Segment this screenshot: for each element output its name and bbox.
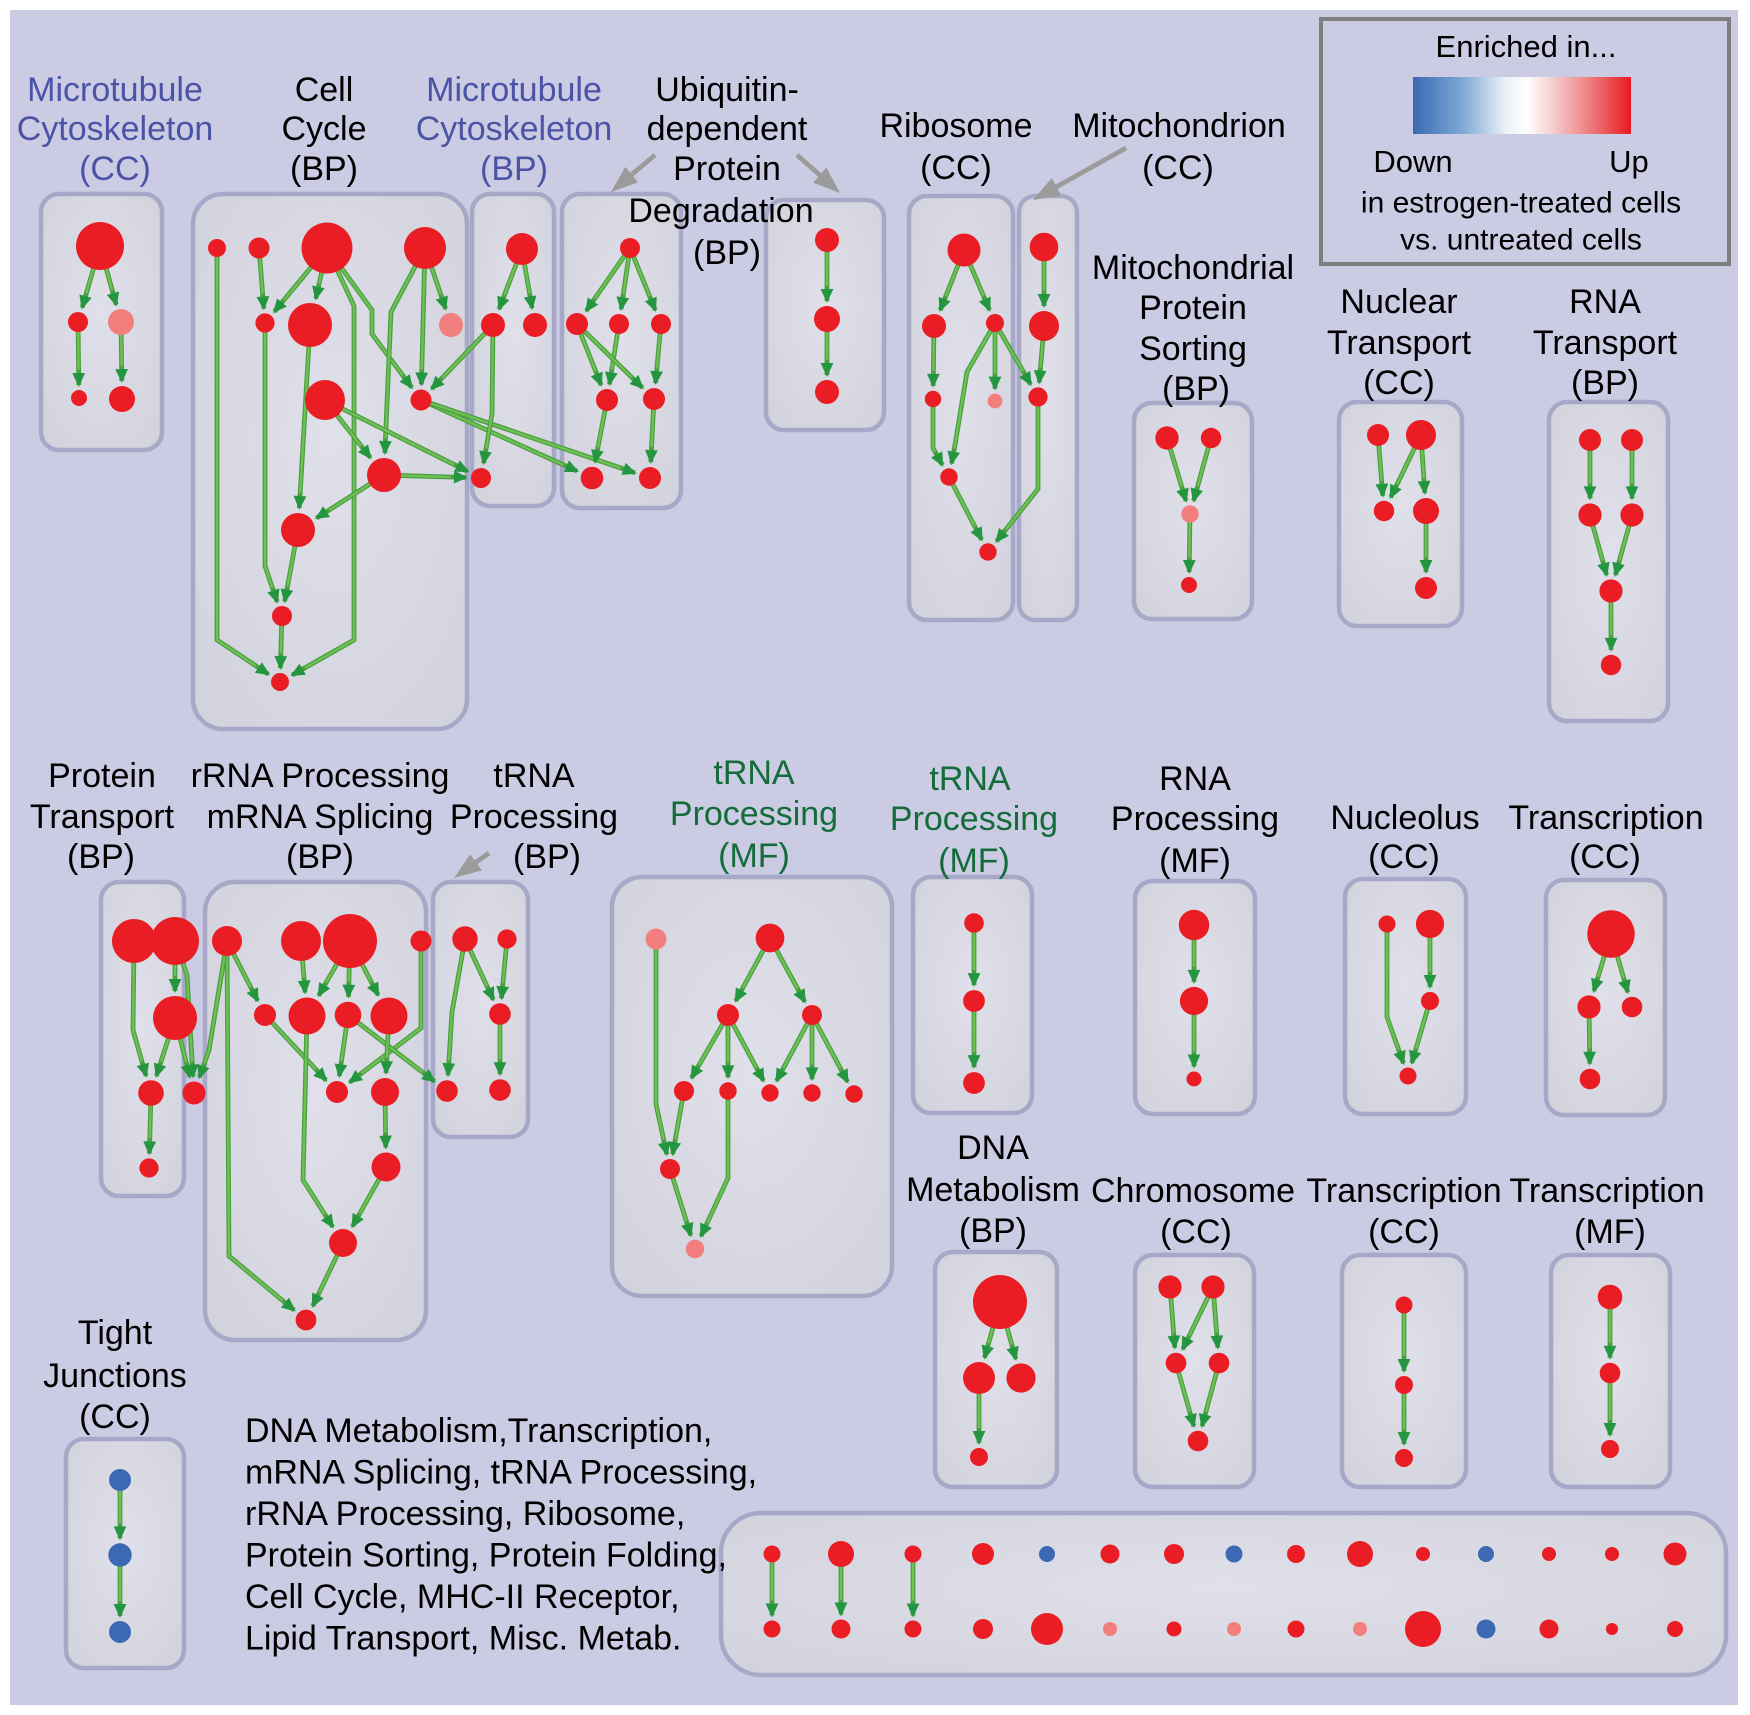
svg-text:Enriched in...: Enriched in... (1436, 29, 1617, 64)
svg-text:(BP): (BP) (1162, 370, 1230, 408)
svg-text:(CC): (CC) (79, 150, 151, 188)
svg-text:Protein: Protein (48, 757, 156, 795)
svg-text:(BP): (BP) (513, 838, 581, 876)
svg-text:Degradation: Degradation (628, 192, 813, 230)
svg-text:Ribosome: Ribosome (879, 107, 1032, 145)
svg-text:Transcription: Transcription (1509, 1172, 1704, 1210)
svg-text:Cytoskeleton: Cytoskeleton (416, 110, 613, 148)
svg-text:Processing: Processing (670, 795, 838, 833)
svg-text:Junctions: Junctions (43, 1357, 187, 1395)
svg-text:(CC): (CC) (1368, 1213, 1440, 1251)
svg-text:(MF): (MF) (1159, 842, 1231, 880)
svg-text:in estrogen-treated cells: in estrogen-treated cells (1361, 187, 1681, 220)
svg-text:Up: Up (1609, 144, 1649, 179)
svg-text:Microtubule: Microtubule (426, 71, 602, 109)
svg-text:(BP): (BP) (290, 150, 358, 188)
svg-text:Processing: Processing (890, 800, 1058, 838)
svg-text:Cell Cycle, MHC-II Receptor,: Cell Cycle, MHC-II Receptor, (245, 1578, 680, 1616)
svg-text:Ubiquitin-: Ubiquitin- (655, 71, 799, 109)
svg-text:RNA: RNA (1569, 283, 1641, 321)
svg-text:tRNA: tRNA (493, 757, 575, 795)
svg-text:(MF): (MF) (1574, 1213, 1646, 1251)
svg-text:Transcription: Transcription (1508, 799, 1703, 837)
svg-text:(CC): (CC) (1363, 364, 1435, 402)
svg-text:Cytoskeleton: Cytoskeleton (17, 110, 214, 148)
svg-text:(BP): (BP) (480, 150, 548, 188)
svg-text:(CC): (CC) (79, 1398, 151, 1436)
svg-text:Transport: Transport (1533, 324, 1678, 362)
svg-text:Down: Down (1373, 144, 1452, 179)
svg-text:Processing: Processing (1111, 800, 1279, 838)
svg-text:DNA: DNA (957, 1129, 1029, 1167)
svg-text:rRNA Processing, Ribosome,: rRNA Processing, Ribosome, (245, 1495, 685, 1533)
svg-text:(CC): (CC) (920, 149, 992, 187)
svg-text:Sorting: Sorting (1139, 330, 1247, 368)
svg-text:mRNA Splicing, tRNA Processing: mRNA Splicing, tRNA Processing, (245, 1454, 757, 1492)
svg-text:Metabolism: Metabolism (906, 1171, 1080, 1209)
svg-text:Lipid Transport, Misc. Metab.: Lipid Transport, Misc. Metab. (245, 1620, 682, 1658)
svg-text:(CC): (CC) (1368, 838, 1440, 876)
svg-text:RNA: RNA (1159, 760, 1231, 798)
svg-text:vs. untreated cells: vs. untreated cells (1400, 224, 1642, 257)
svg-text:(CC): (CC) (1569, 838, 1641, 876)
svg-text:(CC): (CC) (1160, 1213, 1232, 1251)
svg-text:Chromosome: Chromosome (1091, 1172, 1295, 1210)
svg-text:tRNA: tRNA (929, 760, 1011, 798)
svg-text:Processing: Processing (450, 798, 618, 836)
svg-text:Protein Sorting, Protein Foldi: Protein Sorting, Protein Folding, (245, 1537, 727, 1575)
svg-text:dependent: dependent (647, 110, 808, 148)
svg-text:(BP): (BP) (1571, 364, 1639, 402)
svg-text:(BP): (BP) (693, 234, 761, 272)
svg-text:Protein: Protein (1139, 289, 1247, 327)
svg-text:Nucleolus: Nucleolus (1330, 799, 1479, 837)
svg-text:Mitochondrial: Mitochondrial (1092, 249, 1294, 287)
svg-text:Nuclear: Nuclear (1340, 283, 1457, 321)
svg-text:Transport: Transport (1327, 324, 1472, 362)
svg-text:(BP): (BP) (286, 838, 354, 876)
svg-text:mRNA Splicing: mRNA Splicing (207, 798, 434, 836)
svg-text:tRNA: tRNA (713, 754, 795, 792)
svg-text:Tight: Tight (78, 1314, 153, 1352)
svg-text:Protein: Protein (673, 150, 781, 188)
svg-text:(CC): (CC) (1142, 149, 1214, 187)
svg-text:Transcription: Transcription (1306, 1172, 1501, 1210)
svg-text:Cycle: Cycle (281, 110, 366, 148)
svg-text:(MF): (MF) (718, 837, 790, 875)
svg-text:rRNA Processing: rRNA Processing (191, 757, 450, 795)
svg-text:Transport: Transport (30, 798, 175, 836)
svg-text:DNA Metabolism,Transcription,: DNA Metabolism,Transcription, (245, 1412, 712, 1450)
svg-text:(BP): (BP) (67, 838, 135, 876)
svg-text:(BP): (BP) (959, 1212, 1027, 1250)
svg-text:Cell: Cell (295, 71, 354, 109)
svg-text:(MF): (MF) (938, 842, 1010, 880)
svg-text:Mitochondrion: Mitochondrion (1072, 107, 1286, 145)
svg-text:Microtubule: Microtubule (27, 71, 203, 109)
